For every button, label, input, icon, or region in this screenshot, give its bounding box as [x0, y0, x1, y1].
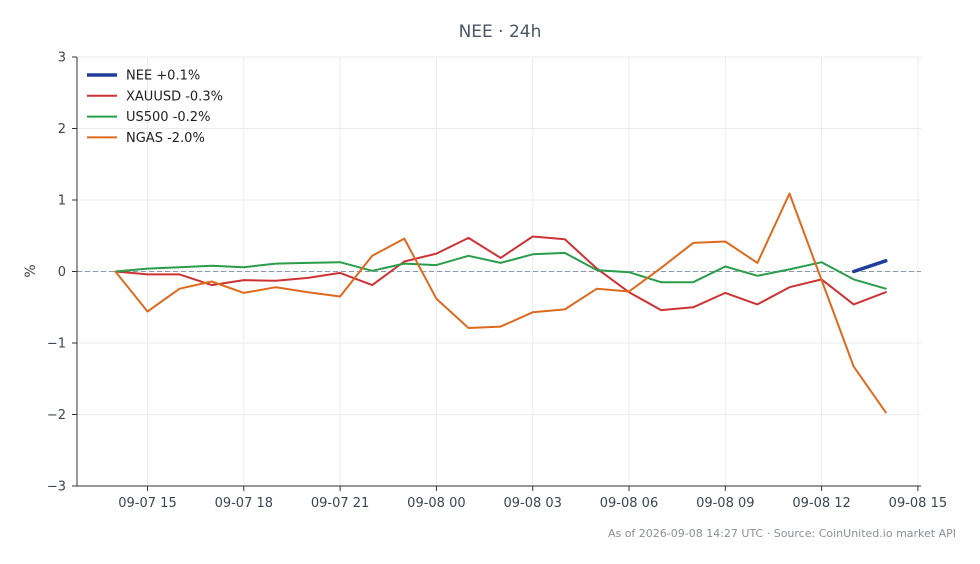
- y-tick-label: 1: [58, 194, 66, 209]
- y-tick-label: 2: [58, 122, 66, 137]
- y-tick-label: 3: [58, 51, 66, 66]
- legend-label: NGAS -2.0%: [126, 131, 205, 146]
- y-tick-label: −3: [47, 480, 66, 495]
- x-tick-label: 09-07 15: [118, 496, 176, 511]
- x-axis-ticks: 09-07 15 09-07 18 09-07 21 09-08 00 09-08 03…: [118, 486, 947, 511]
- y-tick-label: 0: [58, 265, 66, 280]
- x-tick-label: 09-08 12: [792, 496, 850, 511]
- y-tick-label: −2: [47, 408, 66, 423]
- series-line-ngas: [114, 192, 887, 414]
- series-line-xauusd: [114, 235, 887, 312]
- y-axis-ticks: 3 2 1 0 −1 −2 −3: [47, 51, 77, 495]
- x-tick-label: 09-08 15: [889, 496, 947, 511]
- x-tick-label: 09-08 06: [600, 496, 658, 511]
- x-tick-label: 09-07 18: [215, 496, 273, 511]
- y-axis-label: %: [23, 264, 39, 277]
- series-lines: [114, 192, 888, 414]
- x-tick-label: 09-08 00: [407, 496, 465, 511]
- footer-source: As of 2026-09-08 14:27 UTC · Source: Coi…: [608, 527, 956, 540]
- legend: NEE +0.1% XAUUSD -0.3% US500 -0.2% NGAS -2.…: [87, 69, 223, 146]
- legend-label: US500 -0.2%: [126, 110, 210, 125]
- x-tick-label: 09-08 03: [503, 496, 561, 511]
- legend-label: NEE +0.1%: [126, 69, 200, 84]
- y-tick-label: −1: [47, 337, 66, 352]
- x-tick-label: 09-07 21: [311, 496, 369, 511]
- x-tick-label: 09-08 09: [696, 496, 754, 511]
- legend-label: XAUUSD -0.3%: [126, 89, 223, 104]
- series-line-nee: [851, 259, 888, 274]
- series-line-us500: [114, 251, 887, 290]
- chart-title: NEE · 24h: [459, 22, 542, 42]
